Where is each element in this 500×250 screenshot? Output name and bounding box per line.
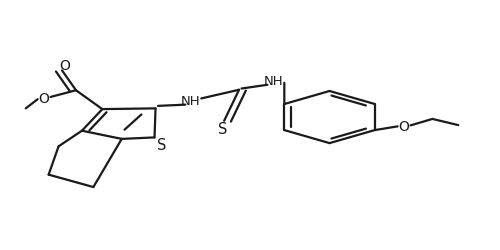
Text: S: S (218, 121, 228, 136)
Text: S: S (158, 138, 166, 153)
Text: O: O (398, 120, 409, 133)
Text: O: O (38, 91, 49, 105)
Text: O: O (59, 59, 70, 73)
Text: NH: NH (264, 74, 283, 88)
Text: NH: NH (180, 95, 200, 108)
